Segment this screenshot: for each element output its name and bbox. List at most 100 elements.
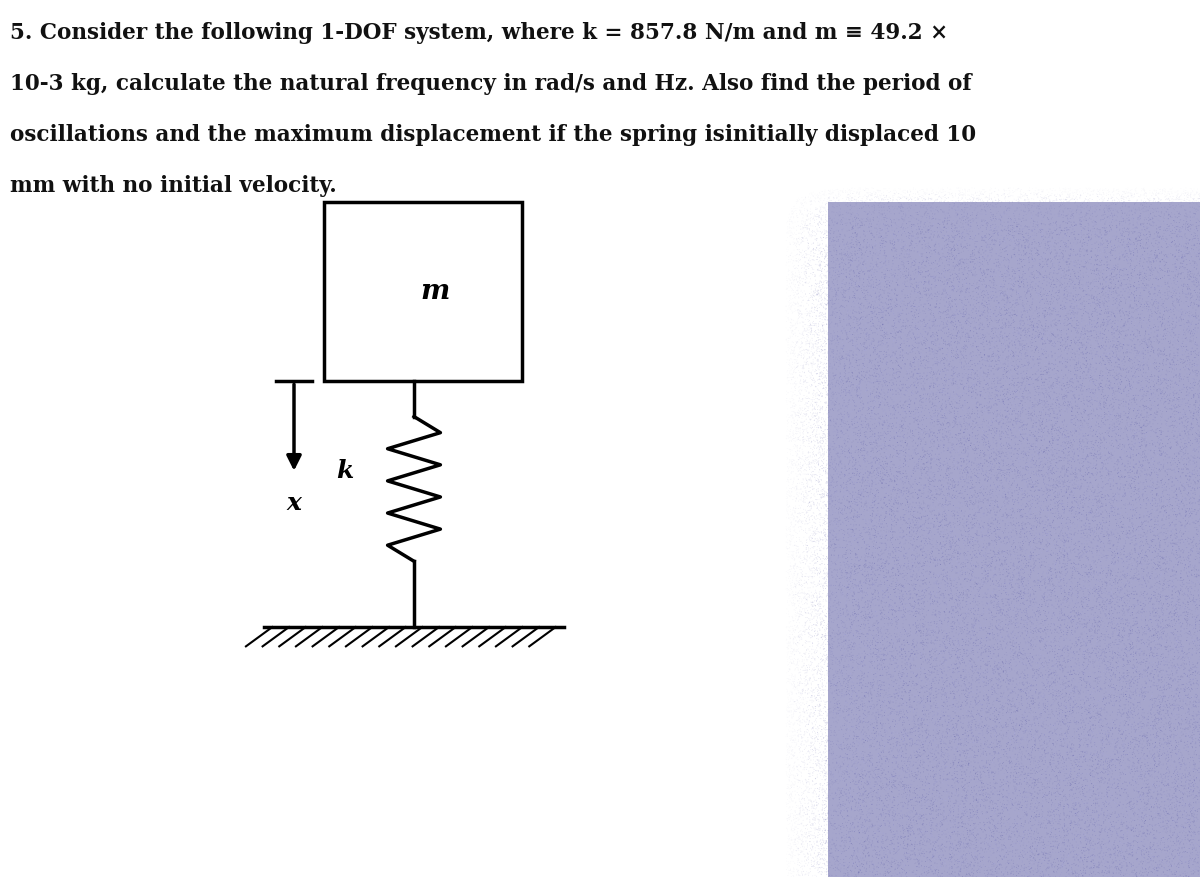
Point (792, 461, 811, 475)
Point (1076, 407, 1096, 421)
Point (1110, 432, 1129, 446)
Point (1003, 845, 1022, 859)
Point (1103, 340, 1122, 354)
Point (1159, 539, 1178, 553)
Point (851, 645, 870, 660)
Point (898, 232, 917, 246)
Point (898, 383, 917, 397)
Point (1099, 521, 1118, 535)
Point (1012, 564, 1031, 578)
Point (1012, 428, 1031, 442)
Point (1021, 187, 1040, 201)
Point (1010, 385, 1030, 399)
Point (865, 783, 884, 797)
Point (1034, 322, 1054, 336)
Point (926, 603, 946, 617)
Point (796, 312, 815, 326)
Point (1078, 827, 1097, 841)
Point (800, 503, 820, 517)
Point (1012, 387, 1031, 401)
Point (865, 342, 884, 356)
Point (956, 534, 976, 548)
Point (1006, 616, 1025, 630)
Point (850, 669, 869, 683)
Point (859, 511, 878, 525)
Point (966, 690, 985, 704)
Point (1145, 752, 1164, 766)
Point (1069, 200, 1088, 214)
Point (1183, 427, 1200, 441)
Point (1109, 355, 1128, 369)
Point (934, 539, 953, 553)
Point (942, 650, 961, 664)
Point (872, 437, 892, 451)
Point (978, 659, 997, 673)
Point (788, 788, 808, 802)
Point (1030, 460, 1049, 474)
Point (1110, 387, 1129, 401)
Point (838, 642, 857, 656)
Point (1108, 201, 1127, 215)
Point (947, 258, 966, 272)
Point (968, 602, 988, 617)
Point (1067, 606, 1086, 620)
Point (1105, 203, 1124, 217)
Point (942, 315, 961, 329)
Point (1118, 695, 1138, 709)
Point (792, 310, 811, 324)
Point (848, 552, 868, 566)
Point (938, 639, 958, 653)
Point (910, 431, 929, 445)
Point (1073, 600, 1092, 614)
Point (995, 511, 1014, 525)
Point (1190, 674, 1200, 688)
Point (967, 240, 986, 254)
Point (816, 376, 835, 390)
Point (1008, 341, 1027, 355)
Point (892, 580, 911, 594)
Point (778, 868, 797, 877)
Point (1148, 402, 1168, 416)
Point (1040, 593, 1060, 607)
Point (830, 257, 850, 271)
Point (1058, 239, 1078, 253)
Point (892, 721, 911, 735)
Point (994, 674, 1013, 688)
Point (1124, 859, 1144, 873)
Point (869, 504, 888, 518)
Point (1165, 519, 1184, 533)
Point (805, 213, 824, 227)
Point (871, 745, 890, 759)
Point (913, 607, 932, 621)
Point (802, 795, 821, 809)
Point (1068, 318, 1087, 332)
Point (960, 751, 979, 765)
Point (1032, 588, 1051, 602)
Point (1056, 600, 1075, 614)
Point (822, 358, 841, 372)
Point (1132, 241, 1151, 255)
Point (782, 595, 802, 610)
Point (830, 230, 850, 244)
Point (1006, 646, 1025, 660)
Point (917, 777, 936, 791)
Point (914, 479, 934, 493)
Point (878, 778, 898, 792)
Point (856, 833, 875, 847)
Point (937, 560, 956, 574)
Point (856, 289, 875, 303)
Point (977, 217, 996, 231)
Point (1105, 252, 1124, 266)
Point (1064, 645, 1084, 660)
Point (1087, 702, 1106, 716)
Point (924, 498, 943, 512)
Point (989, 794, 1008, 808)
Point (1128, 592, 1147, 606)
Point (1080, 624, 1099, 638)
Point (1129, 460, 1148, 474)
Point (794, 375, 814, 389)
Point (851, 239, 870, 253)
Point (1086, 253, 1105, 267)
Point (847, 547, 866, 561)
Point (1073, 460, 1092, 474)
